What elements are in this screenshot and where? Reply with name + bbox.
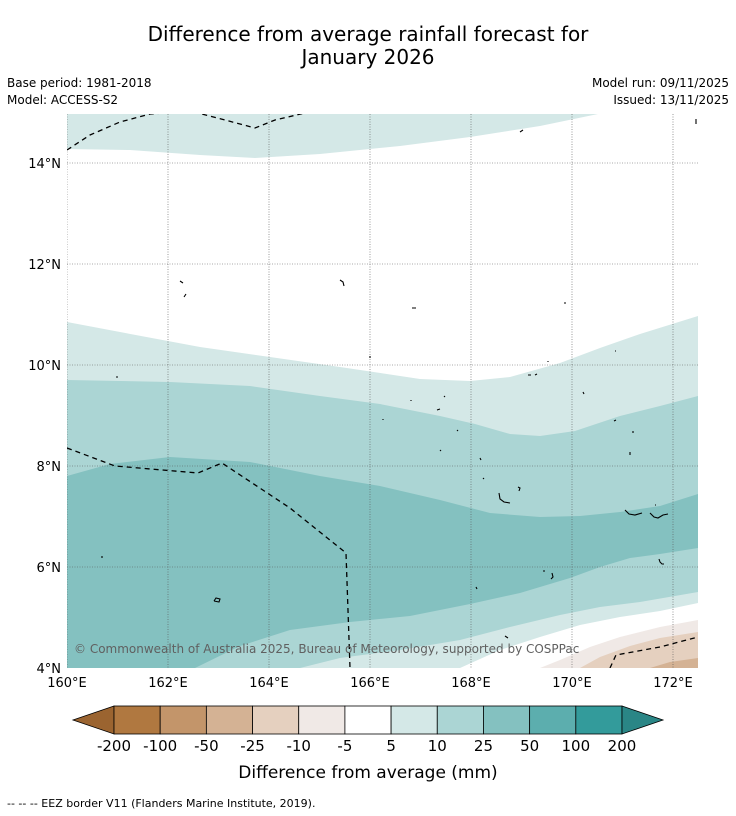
- colorbar-tick-label: 200: [608, 737, 637, 755]
- band-5-10-north: [67, 114, 598, 158]
- colorbar-bin: [252, 705, 300, 735]
- band-minus50-minus25: [650, 658, 698, 668]
- colorbar-bin: [344, 705, 392, 735]
- lat-tick-label: 4°N: [37, 662, 62, 677]
- colorbar-tick-label: -25: [240, 737, 265, 755]
- colorbar-bin: [575, 705, 623, 735]
- lat-tick-label: 10°N: [28, 359, 61, 374]
- colorbar-tick-label: -50: [194, 737, 219, 755]
- band-minus25-minus10: [580, 632, 698, 668]
- lon-tick-label: 168°E: [451, 676, 491, 691]
- lon-tick-label: 170°E: [552, 676, 592, 691]
- eez-borders: [67, 114, 698, 668]
- colorbar-bin: [113, 705, 161, 735]
- colorbar-bin: [205, 705, 253, 735]
- colorbar-over-arrow: [621, 705, 665, 735]
- base-period: Base period: 1981-2018: [7, 76, 152, 90]
- colorbar-tick-label: 10: [428, 737, 447, 755]
- colorbar-bin: [159, 705, 207, 735]
- lat-tick-label: 12°N: [28, 258, 61, 273]
- lon-tick-label: 164°E: [249, 676, 289, 691]
- colorbar-under-arrow: [71, 705, 115, 735]
- colorbar-bin: [390, 705, 438, 735]
- lon-tick-label: 160°E: [47, 676, 87, 691]
- colorbar-tick-label: -100: [143, 737, 177, 755]
- colorbar-tick-label: 25: [474, 737, 493, 755]
- gridlines: [67, 114, 698, 668]
- colorbar-tick-label: -200: [97, 737, 131, 755]
- model-run: Model run: 09/11/2025: [591, 76, 729, 90]
- colorbar-bin: [436, 705, 484, 735]
- map-title-line2: January 2026: [301, 45, 435, 69]
- colorbar-bin: [298, 705, 346, 735]
- issued-date: Issued: 13/11/2025: [613, 93, 729, 107]
- colorbar-tick-label: 50: [520, 737, 539, 755]
- colorbar-tick-label: 5: [386, 737, 396, 755]
- lon-tick-label: 162°E: [148, 676, 188, 691]
- colorbar-tick-label: -10: [286, 737, 311, 755]
- lat-tick-label: 14°N: [28, 157, 61, 172]
- colorbar-bin: [529, 705, 577, 735]
- colorbar-tick-label: -5: [337, 737, 352, 755]
- colorbar-tick-label: 100: [561, 737, 590, 755]
- eez-footnote: -- -- -- EEZ border V11 (Flanders Marine…: [7, 797, 316, 810]
- colorbar-bin: [483, 705, 531, 735]
- model-name: Model: ACCESS-S2: [7, 93, 119, 107]
- lat-tick-label: 8°N: [37, 460, 62, 475]
- islands: [101, 119, 697, 639]
- colorbar: -200 -100 -50 -25 -10 -5 5 10 25 50 100 200: [71, 705, 665, 755]
- copyright-notice: © Commonwealth of Australia 2025, Bureau…: [74, 642, 579, 656]
- lon-tick-label: 172°E: [653, 676, 693, 691]
- colorbar-label: Difference from average (mm): [238, 763, 497, 783]
- map-plot: © Commonwealth of Australia 2025, Bureau…: [67, 114, 698, 668]
- lat-tick-label: 6°N: [37, 561, 62, 576]
- lon-tick-label: 166°E: [350, 676, 390, 691]
- map-title-line1: Difference from average rainfall forecas…: [147, 22, 589, 46]
